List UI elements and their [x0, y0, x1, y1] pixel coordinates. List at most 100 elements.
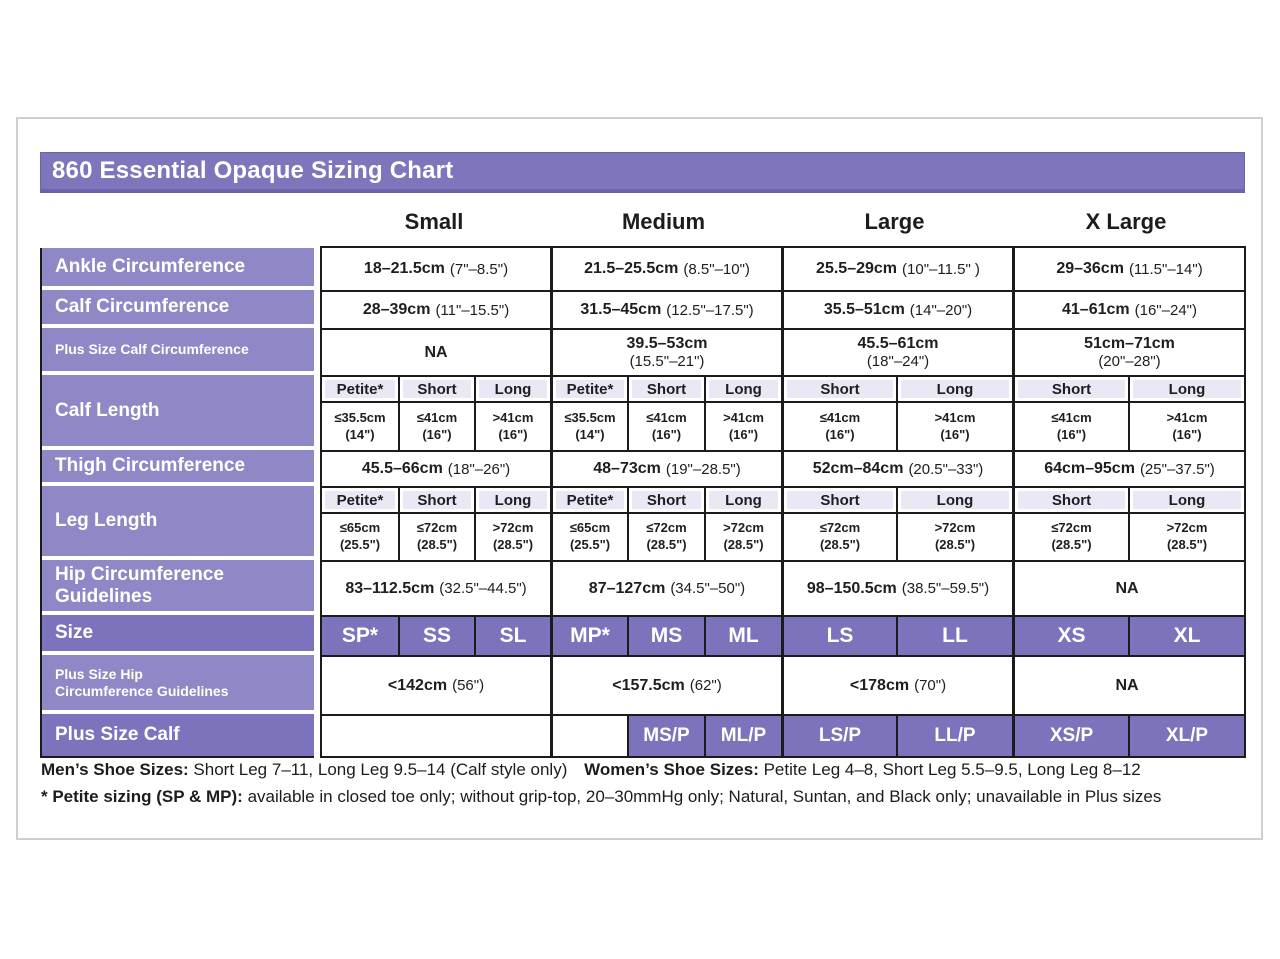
cell-paren: (28.5")	[646, 537, 687, 552]
size-column-headers: Small Medium Large X Large	[320, 209, 1242, 235]
cell-paren: (10"–11.5" )	[902, 260, 980, 278]
cell-paren: (12.5"–17.5")	[666, 301, 754, 319]
cell-paren: (34.5"–50")	[670, 580, 746, 597]
data-cell: ≤72cm (28.5")	[1012, 514, 1128, 560]
data-cell: NA	[322, 330, 550, 375]
table-row-calf: 28–39cm (11"–15.5") 31.5–45cm (12.5"–17.5"…	[322, 290, 1244, 328]
cell-paren: (20.5"–33")	[908, 460, 984, 478]
subheader-cell: Long	[704, 377, 781, 401]
data-cell: 29–36cm (11.5"–14")	[1012, 248, 1244, 290]
data-cell: 28–39cm (11"–15.5")	[322, 292, 550, 328]
cell-value: 45.5–66cm	[361, 460, 443, 477]
cell-paren: (18"–26")	[447, 460, 511, 478]
cell-paren: (16")	[1056, 426, 1087, 442]
row-header-ankle: Ankle Circumference	[42, 248, 314, 290]
row-header-label: Ankle Circumference	[55, 256, 246, 278]
row-header-calf-length: Calf Length	[42, 375, 314, 450]
cell-paren: (14")	[575, 426, 605, 442]
cell-value: >41cm	[1166, 409, 1208, 425]
cell-paren: (14")	[345, 426, 375, 442]
row-header-label: Size	[55, 622, 94, 644]
cell-paren: (16"–24")	[1134, 301, 1197, 319]
cell-value: >72cm	[723, 520, 764, 536]
table-row-leg-length-subheaders: Petite* Short Long Petite* Short Long Sh…	[322, 486, 1244, 512]
cell-paren: (70")	[914, 677, 947, 694]
data-cell: 87–127cm (34.5"–50")	[550, 562, 781, 615]
cell-paren: (28.5")	[1166, 537, 1208, 552]
row-header-label: Hip Circumference	[55, 563, 224, 585]
mens-shoe-sizes-label: Men’s Shoe Sizes:	[41, 760, 189, 779]
column-header-medium: Medium	[621, 209, 706, 234]
cell-value: >41cm	[934, 409, 976, 425]
cell-value: 52cm–84cm	[812, 460, 904, 477]
data-cell: NA	[1012, 657, 1244, 714]
data-cell: ≤41cm (16")	[781, 403, 896, 450]
row-header-plus-hip-guidelines: Plus Size Hip Circumference Guidelines	[42, 655, 314, 714]
size-cell: MS	[627, 617, 704, 655]
cell-value: 35.5–51cm	[823, 301, 905, 318]
cell-value: ≤41cm	[646, 409, 687, 425]
data-cell: 83–112.5cm (32.5"–44.5")	[322, 562, 550, 615]
data-cell: >72cm (28.5")	[474, 514, 550, 560]
data-cell: 48–73cm (19"–28.5")	[550, 452, 781, 486]
row-header-label: Thigh Circumference	[55, 455, 246, 477]
size-cell: SP*	[322, 617, 398, 655]
cell-value: <178cm	[849, 676, 910, 694]
cell-paren: (28.5")	[1051, 537, 1092, 552]
column-header-small: Small	[404, 209, 464, 234]
cell-value: 83–112.5cm	[345, 579, 435, 597]
plus-size-cell: ML/P	[704, 716, 781, 756]
cell-paren: (25"–37.5")	[1139, 460, 1215, 478]
size-cell: ML	[704, 617, 781, 655]
cell-value: >72cm	[492, 520, 534, 536]
table-row-thigh: 45.5–66cm (18"–26") 48–73cm (19"–28.5") 52…	[322, 450, 1244, 486]
data-cell: >41cm (16")	[896, 403, 1012, 450]
table-row-plus-size-calf: MS/P ML/P LS/P LL/P XS/P XL/P	[322, 714, 1244, 756]
cell-value: NA	[1115, 579, 1139, 597]
data-cell: >72cm (28.5")	[1128, 514, 1244, 560]
cell-value: ≤72cm	[646, 520, 687, 536]
subheader-cell: Long	[474, 488, 550, 512]
subheader-cell: Short	[398, 488, 474, 512]
cell-paren: (20"–28")	[1098, 353, 1161, 370]
cell-paren: (16")	[940, 426, 970, 442]
cell-value: 39.5–53cm	[626, 335, 708, 352]
table-row-leg-length-values: ≤65cm (25.5") ≤72cm (28.5") >72cm (28.5") ≤…	[322, 512, 1244, 560]
empty-cell	[322, 716, 550, 756]
row-header-calf: Calf Circumference	[42, 290, 314, 328]
row-header-column: Ankle Circumference Calf Circumference P…	[40, 248, 314, 758]
row-header-plus-size-calf: Plus Size Calf	[42, 714, 314, 756]
cell-paren: (38.5"–59.5")	[901, 580, 990, 597]
cell-paren: (28.5")	[819, 537, 861, 552]
cell-value: >41cm	[723, 409, 764, 425]
data-cell: 45.5–61cm (18"–24")	[781, 330, 1012, 375]
cell-paren: (16")	[422, 426, 452, 442]
row-header-label: Leg Length	[55, 510, 158, 532]
cell-value: 51cm–71cm	[1084, 335, 1175, 352]
data-cell: >41cm (16")	[1128, 403, 1244, 450]
column-header-large: Large	[864, 209, 925, 234]
data-cell: ≤72cm (28.5")	[398, 514, 474, 560]
data-cell: 51cm–71cm (20"–28")	[1012, 330, 1244, 375]
cell-value: ≤41cm	[819, 409, 861, 425]
data-cell: >41cm (16")	[474, 403, 550, 450]
column-header-xlarge: X Large	[1085, 209, 1167, 234]
cell-value: <142cm	[387, 676, 448, 694]
chart-title-bar: 860 Essential Opaque Sizing Chart	[40, 152, 1245, 193]
subheader-cell: Short	[627, 488, 704, 512]
cell-value: 64cm–95cm	[1044, 460, 1135, 477]
cell-paren: (32.5"–44.5")	[439, 580, 527, 597]
data-cell: <157.5cm (62")	[550, 657, 781, 714]
data-cell: 35.5–51cm (14"–20")	[781, 292, 1012, 328]
cell-paren: (62")	[689, 677, 722, 694]
size-cell: XS	[1012, 617, 1128, 655]
size-cell: SS	[398, 617, 474, 655]
cell-value: >72cm	[934, 520, 976, 536]
table-row-hip-guidelines: 83–112.5cm (32.5"–44.5") 87–127cm (34.5"–5…	[322, 560, 1244, 615]
cell-paren: (16")	[498, 426, 528, 442]
size-cell: LL	[896, 617, 1012, 655]
table-row-plus-hip-guidelines: <142cm (56") <157.5cm (62") <178cm (70") NA	[322, 655, 1244, 714]
data-cell: ≤72cm (28.5")	[781, 514, 896, 560]
data-cell: >72cm (28.5")	[704, 514, 781, 560]
cell-paren: (16")	[651, 426, 682, 442]
